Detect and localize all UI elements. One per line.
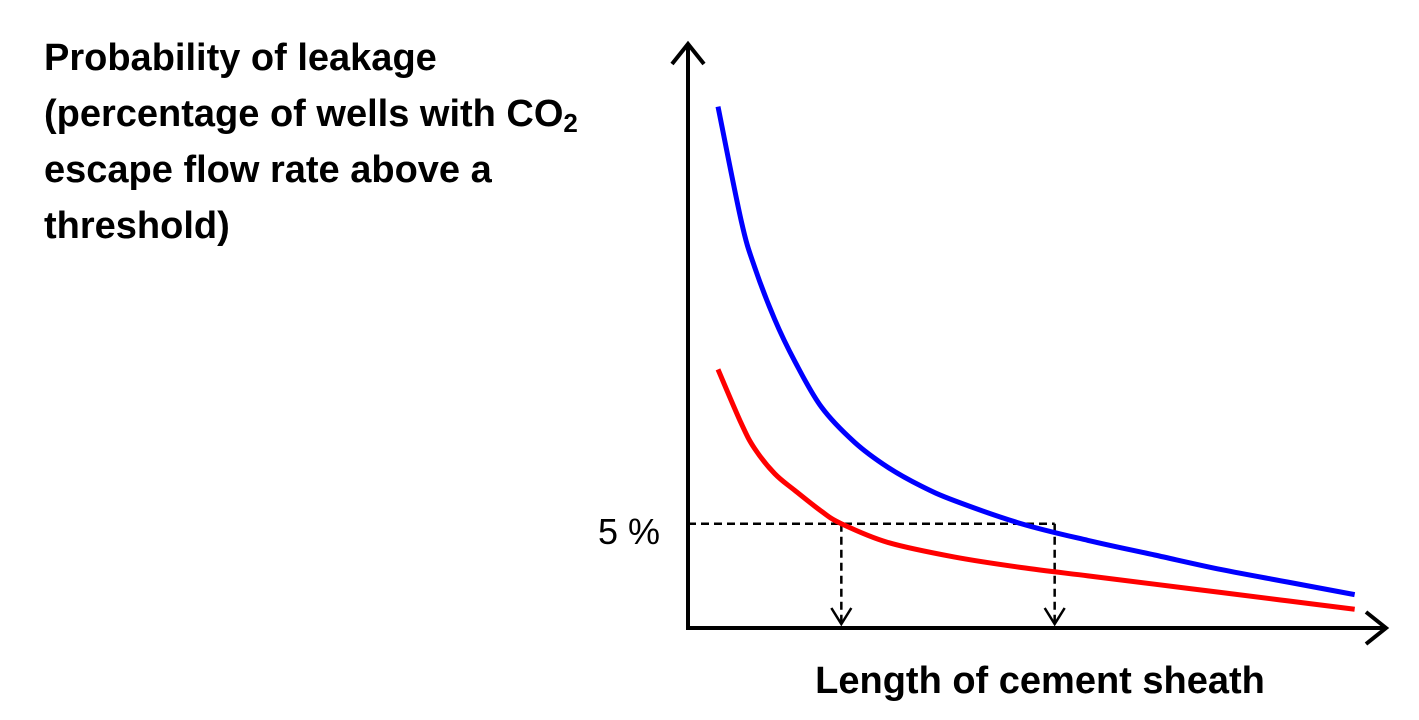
- y-axis-label: Probability of leakage (percentage of we…: [44, 30, 684, 254]
- y-axis-label-line-3: escape flow rate above a: [44, 149, 492, 191]
- reference-line-label: 5 %: [597, 511, 660, 552]
- reference-drop-arrow-2: [1043, 607, 1066, 627]
- reference-lines: [688, 522, 1066, 627]
- y-axis-label-line-2: (percentage of wells with CO2: [44, 86, 684, 142]
- y-axis-label-line-2-text: (percentage of wells with CO: [44, 93, 564, 135]
- x-axis-label: Length of cement sheath: [815, 660, 1265, 702]
- co2-subscript: 2: [563, 108, 578, 138]
- series-lines: [715, 106, 1356, 612]
- y-axis-label-line-4: threshold): [44, 205, 230, 247]
- series-line-2: [715, 368, 1355, 612]
- axes: [670, 40, 1390, 646]
- x-axis-arrowhead: [1364, 610, 1390, 646]
- y-axis-label-line-1: Probability of leakage: [44, 37, 437, 79]
- reference-drop-arrow-1: [830, 607, 853, 627]
- series-line-1: [715, 106, 1356, 598]
- y-axis-arrowhead: [670, 40, 706, 66]
